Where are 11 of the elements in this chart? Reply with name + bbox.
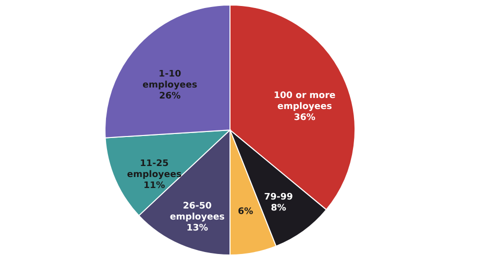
slice-label: 79-99 [264,192,293,203]
data-label: 11% [144,180,166,191]
data-label: 8% [270,204,286,214]
slice-label: 26-50 employees [170,202,225,223]
slice-label: 100 or more employees [274,90,336,112]
slice-label: 11-25 employees [126,158,182,180]
slice-label: 1-10 employees [142,70,198,91]
data-label: 36% [294,112,316,123]
data-label: 26% [159,92,181,102]
data-label: 6% [238,207,254,218]
data-label: 13% [186,224,208,234]
